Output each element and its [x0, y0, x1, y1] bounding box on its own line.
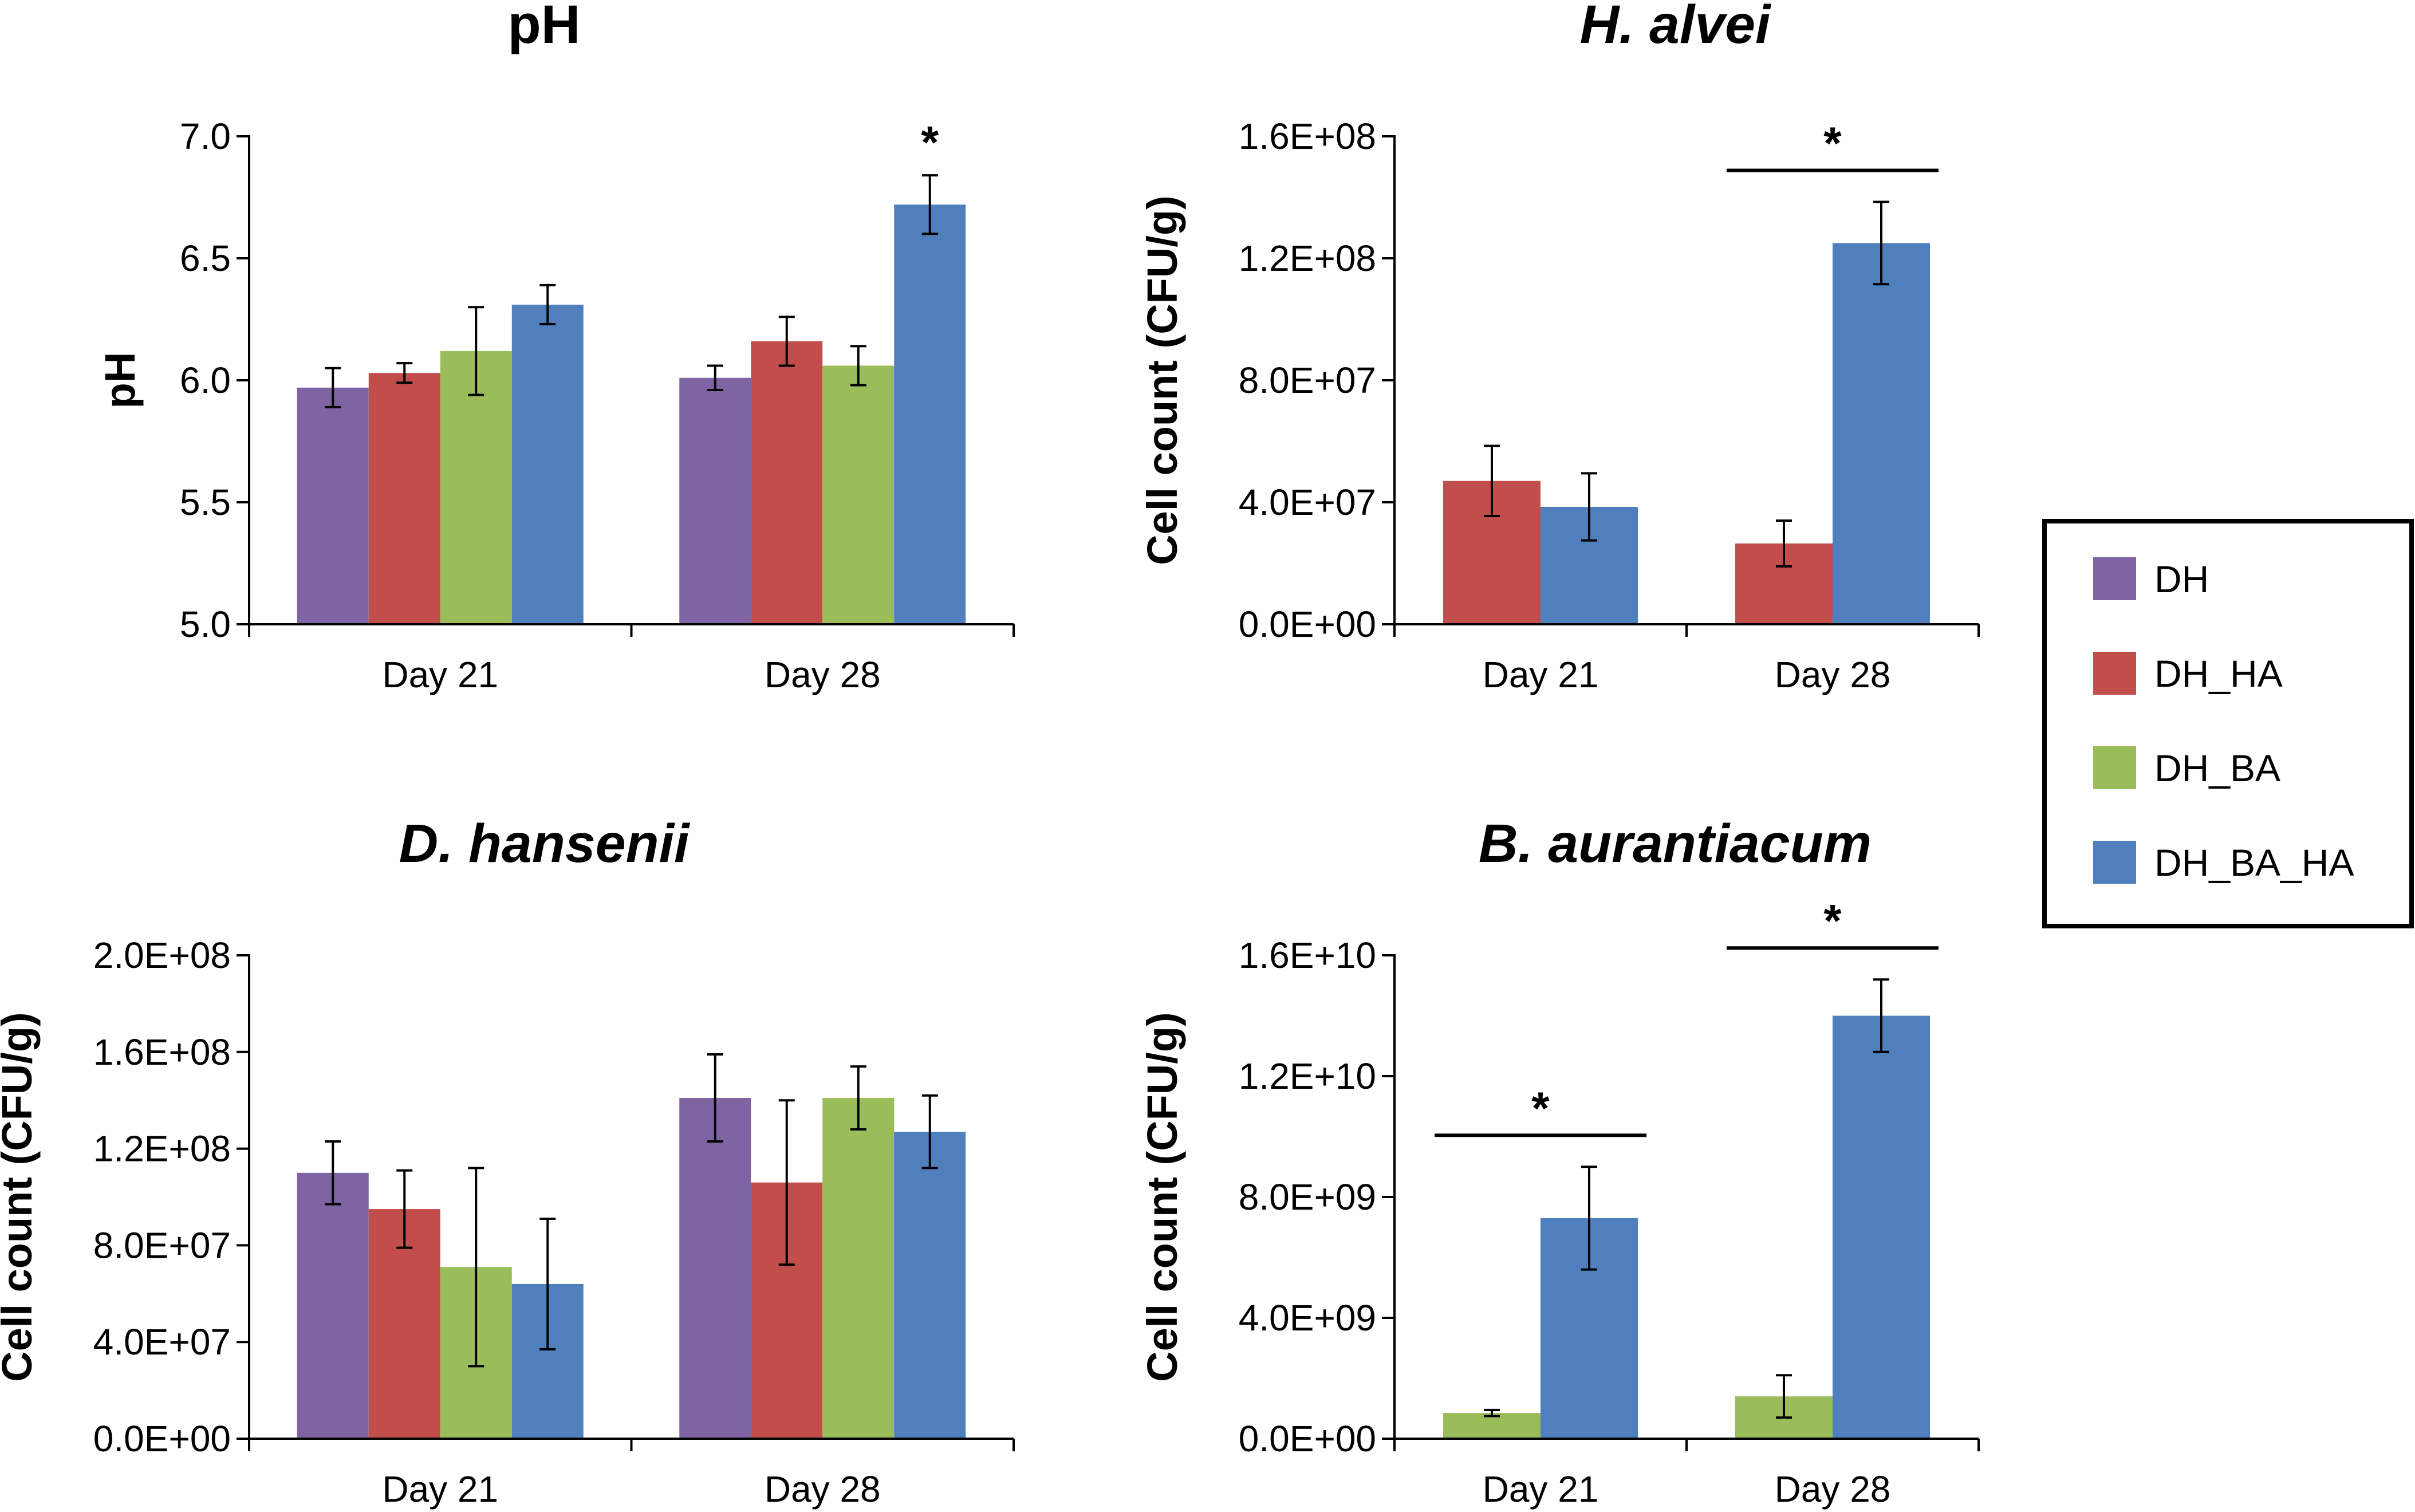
- baurantiacum-bar-dh-ba-day-21: [1443, 1413, 1541, 1439]
- halvei-bar-dh-ba-ha-day-28: [1833, 243, 1930, 624]
- ph-bar-dh-ha-day-21: [368, 373, 440, 624]
- dhansenii-y-tick-label: 1.2E+08: [93, 1128, 231, 1170]
- ph-y-tick-label: 6.0: [180, 360, 231, 401]
- ph-x-tick-label: Day 21: [382, 654, 498, 695]
- dhansenii-x-tick-label: Day 21: [382, 1468, 498, 1510]
- legend: DH DH_HA DH_BA DH_BA_HA: [2042, 519, 2414, 928]
- legend-swatch-dh-ba-ha: [2093, 841, 2136, 884]
- ph-y-axis-label: pH: [96, 352, 144, 409]
- legend-swatch-dh-ba: [2093, 746, 2136, 789]
- dhansenii-y-axis-label: Cell count (CFU/g): [0, 1012, 41, 1381]
- b-aurantiacum-panel: B. aurantiacum Cell count (CFU/g) 0.0E+00 4…: [1138, 813, 1980, 1510]
- ph-y-tick-label: 7.0: [180, 116, 231, 157]
- halvei-y-axis-label: Cell count (CFU/g): [1138, 195, 1186, 565]
- ph-bar-dh-ba-day-21: [440, 351, 512, 624]
- dhansenii-bar-dh-ba-day-28: [822, 1097, 895, 1439]
- halvei-x-tick-label: Day 28: [1775, 654, 1891, 695]
- baurantiacum-x-tick-label: Day 28: [1775, 1468, 1891, 1510]
- baurantiacum-y-axis-label: Cell count (CFU/g): [1138, 1012, 1186, 1381]
- baurantiacum-title: B. aurantiacum: [1479, 813, 1872, 874]
- ph-bar-dh-ha-day-28: [751, 341, 823, 624]
- baurantiacum-x-tick-label: Day 21: [1483, 1468, 1599, 1510]
- ph-panel: pH pH 5.0 5.5 6.0 6.5 7.0 Day 21 Day 28 *: [96, 0, 1015, 695]
- dhansenii-bar-dh-day-28: [679, 1097, 751, 1439]
- halvei-significance-star: *: [1823, 117, 1842, 168]
- ph-y-tick-label: 5.0: [180, 604, 231, 645]
- baurantiacum-y-tick-label: 0.0E+00: [1239, 1418, 1376, 1459]
- baurantiacum-y-tick-label: 4.0E+09: [1239, 1297, 1376, 1338]
- halvei-title: H. alvei: [1580, 0, 1772, 55]
- baurantiacum-y-tick-label: 1.2E+10: [1239, 1056, 1376, 1097]
- legend-label-dh-ha: DH_HA: [2154, 652, 2283, 695]
- legend-swatch-dh-ha: [2093, 652, 2136, 695]
- baurantiacum-y-tick-label: 1.6E+10: [1239, 935, 1376, 976]
- ph-significance-star: *: [921, 117, 939, 168]
- dhansenii-y-tick-label: 0.0E+00: [93, 1418, 231, 1459]
- baurantiacum-significance-star: *: [1531, 1082, 1550, 1133]
- ph-bar-dh-day-21: [297, 387, 369, 624]
- halvei-x-tick-label: Day 21: [1483, 654, 1599, 695]
- h-alvei-panel: H. alvei Cell count (CFU/g) 0.0E+00 4.0E+07…: [1138, 0, 1980, 695]
- ph-y-tick-label: 6.5: [180, 238, 231, 279]
- ph-x-tick-label: Day 28: [765, 654, 881, 695]
- ph-bar-dh-ba-day-28: [822, 365, 895, 624]
- dhansenii-bar-dh-ba-ha-day-28: [894, 1132, 966, 1439]
- halvei-y-tick-label: 1.2E+08: [1239, 238, 1376, 279]
- baurantiacum-y-tick-label: 8.0E+09: [1239, 1176, 1376, 1218]
- ph-bar-dh-ba-ha-day-21: [511, 304, 584, 624]
- legend-label-dh-ba-ha: DH_BA_HA: [2154, 841, 2354, 884]
- d-hansenii-panel: D. hansenii Cell count (CFU/g) 0.0E+00 4.0E…: [0, 813, 1015, 1510]
- halvei-y-tick-label: 4.0E+07: [1239, 482, 1376, 523]
- dhansenii-title: D. hansenii: [399, 813, 691, 874]
- dhansenii-y-tick-label: 8.0E+07: [93, 1224, 231, 1266]
- dhansenii-x-tick-label: Day 28: [765, 1468, 881, 1510]
- legend-swatch-dh: [2093, 557, 2136, 600]
- dhansenii-bar-dh-day-21: [297, 1172, 369, 1439]
- baurantiacum-significance-star: *: [1823, 895, 1842, 946]
- halvei-y-tick-label: 8.0E+07: [1239, 360, 1376, 401]
- ph-y-tick-label: 5.5: [180, 482, 231, 523]
- dhansenii-y-tick-label: 1.6E+08: [93, 1031, 231, 1073]
- dhansenii-y-tick-label: 2.0E+08: [93, 935, 231, 976]
- baurantiacum-bar-dh-ba-ha-day-28: [1833, 1015, 1930, 1439]
- ph-bar-dh-ba-ha-day-28: [894, 204, 966, 624]
- halvei-y-tick-label: 1.6E+08: [1239, 116, 1376, 157]
- legend-label-dh-ba: DH_BA: [2154, 747, 2280, 789]
- legend-label-dh: DH: [2154, 558, 2209, 600]
- ph-bar-dh-day-28: [679, 377, 751, 624]
- ph-title: pH: [508, 0, 581, 55]
- dhansenii-y-tick-label: 4.0E+07: [93, 1321, 231, 1363]
- halvei-y-tick-label: 0.0E+00: [1239, 604, 1376, 645]
